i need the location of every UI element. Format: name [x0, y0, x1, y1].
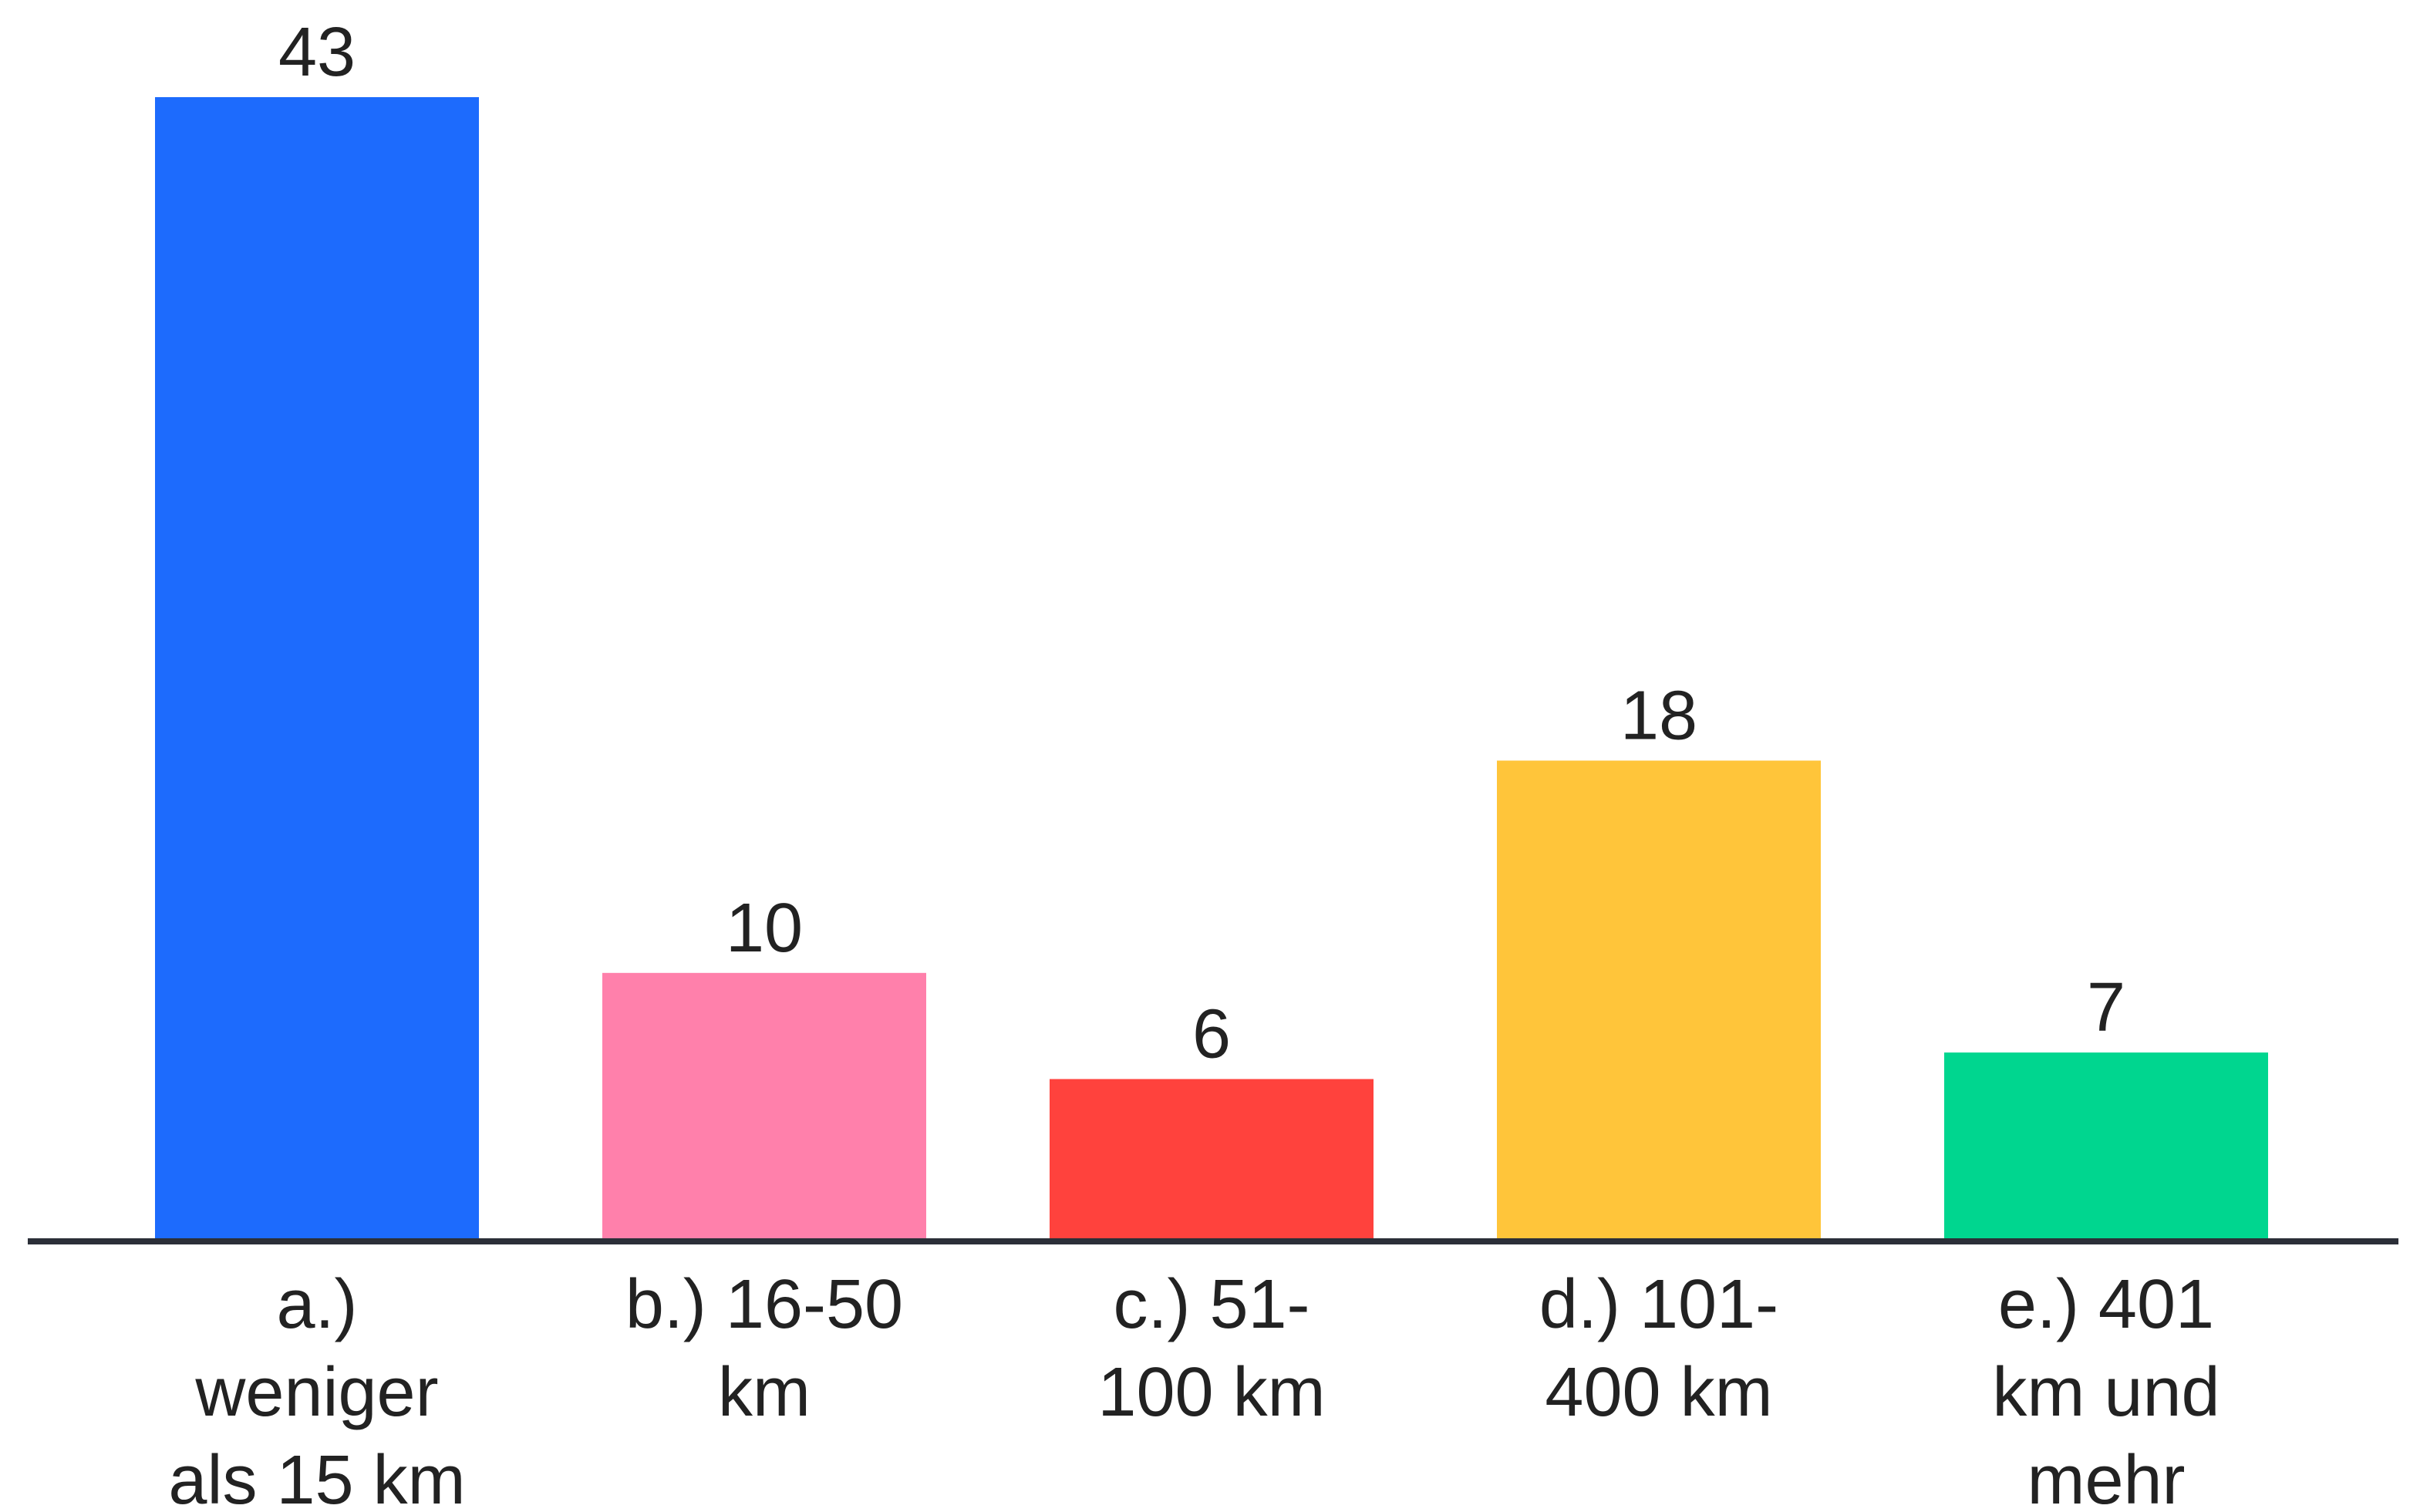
x-tick-labels-group: a.) weniger als 15 km b.) 16-50 km c.) 51- 100…	[168, 1266, 2220, 1512]
x-tick-label-1: a.) weniger als 15 km	[168, 1266, 465, 1512]
bar-4	[1497, 760, 1821, 1238]
x-tick-label-2: b.) 16-50 km	[625, 1266, 903, 1431]
bar-5	[1944, 1052, 2268, 1238]
bar-value-label-5: 7	[2087, 969, 2125, 1046]
x-tick-label-line: e.) 401	[1998, 1266, 2214, 1343]
x-tick-label-3: c.) 51- 100 km	[1097, 1266, 1325, 1431]
bar-value-label-4: 18	[1620, 677, 1697, 754]
x-tick-label-4: d.) 101- 400 km	[1539, 1266, 1778, 1431]
x-tick-label-line: mehr	[2027, 1442, 2185, 1512]
bars-group	[155, 97, 2268, 1238]
x-tick-label-line: km und	[1992, 1354, 2220, 1431]
x-tick-label-5: e.) 401 km und mehr	[1992, 1266, 2220, 1512]
x-tick-label-line: c.) 51-	[1113, 1266, 1309, 1343]
bar-value-label-1: 43	[278, 14, 356, 91]
x-tick-label-line: 400 km	[1545, 1354, 1772, 1431]
bar-1	[155, 97, 479, 1238]
bar-3	[1050, 1079, 1374, 1238]
bar-value-label-2: 10	[726, 890, 803, 967]
value-labels-group: 43 10 6 18 7	[278, 14, 2125, 1073]
bar-value-label-3: 6	[1192, 995, 1231, 1073]
x-tick-label-line: b.) 16-50	[625, 1266, 903, 1343]
x-tick-label-line: 100 km	[1097, 1354, 1325, 1431]
x-tick-label-line: km	[718, 1354, 811, 1431]
x-tick-label-line: d.) 101-	[1539, 1266, 1778, 1343]
x-tick-label-line: als 15 km	[168, 1442, 465, 1512]
x-tick-label-line: a.)	[276, 1266, 357, 1343]
x-tick-label-line: weniger	[194, 1354, 438, 1431]
bar-2	[602, 972, 926, 1238]
